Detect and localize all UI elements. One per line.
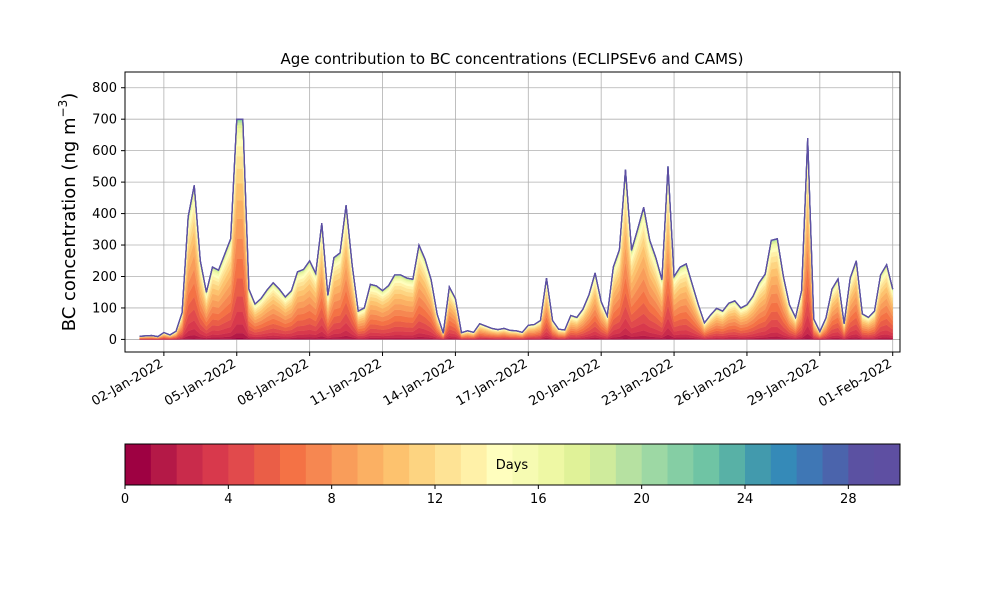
y-tick-label: 200	[92, 270, 117, 285]
y-tick-label: 500	[92, 176, 117, 191]
age-colorbar	[124, 443, 901, 486]
colorbar-swatch-20	[641, 444, 668, 485]
colorbar-swatch-18	[590, 444, 617, 485]
x-tick-label: 01-Feb-2022	[816, 356, 895, 410]
x-tick-label: 05-Jan-2022	[162, 356, 239, 409]
x-tick-label: 23-Jan-2022	[599, 356, 676, 409]
chart-title: Age contribution to BC concentrations (E…	[281, 50, 744, 68]
colorbar-frame	[124, 443, 901, 486]
colorbar-swatch-17	[564, 444, 591, 485]
colorbar-tick-label: 12	[427, 492, 444, 507]
colorbar-swatch-11	[409, 444, 436, 485]
colorbar-tick-label: 4	[224, 492, 232, 507]
colorbar-tick-label: 16	[530, 492, 547, 507]
colorbar-swatch-1	[150, 444, 178, 485]
colorbar-swatch-3	[202, 444, 229, 485]
y-tick-label: 800	[92, 81, 117, 96]
colorbar-tick-label: 20	[633, 492, 650, 507]
colorbar-swatch-24	[745, 444, 772, 485]
x-tick-label: 26-Jan-2022	[672, 356, 749, 409]
colorbar-axis: 0 4 8 12 16 20 24 28	[121, 485, 857, 507]
colorbar-swatch-6	[280, 444, 307, 485]
y-axis-label-close: )	[59, 93, 80, 100]
colorbar-tick-label: 0	[121, 492, 129, 507]
colorbar-swatch-14	[486, 444, 513, 485]
x-tick-label: 20-Jan-2022	[527, 356, 604, 409]
y-axis: 0 100 200 300 400 500 600 700 800	[92, 81, 125, 348]
colorbar-swatch-15	[512, 444, 539, 485]
y-tick-label: 600	[92, 144, 117, 159]
age-stacked-areas	[139, 118, 894, 340]
x-tick-label: 14-Jan-2022	[381, 356, 458, 409]
colorbar-tick-label: 8	[328, 492, 336, 507]
colorbar-swatch-22	[693, 444, 720, 485]
colorbar-swatch-19	[615, 444, 643, 485]
colorbar-swatch-16	[538, 444, 565, 485]
y-tick-label: 100	[92, 301, 117, 316]
colorbar-label: Days	[496, 458, 529, 473]
x-tick-label: 11-Jan-2022	[308, 356, 385, 409]
plot-frame	[124, 71, 901, 353]
colorbar-tick-label: 24	[737, 492, 754, 507]
y-axis-label: BC concentration (ng m−3)	[56, 93, 80, 332]
x-tick-label: 17-Jan-2022	[454, 356, 531, 409]
colorbar-swatch-5	[254, 444, 281, 485]
colorbar-swatch-9	[357, 444, 384, 485]
colorbar-swatch-23	[719, 444, 746, 485]
colorbar-swatch-21	[667, 444, 694, 485]
colorbar-swatch-2	[176, 444, 203, 485]
y-tick-label: 700	[92, 113, 117, 128]
svg-text:BC concentration (ng m−3): BC concentration (ng m−3)	[56, 93, 80, 332]
colorbar-swatch-12	[435, 444, 462, 485]
colorbar-swatch-28	[848, 444, 875, 485]
x-axis: 02-Jan-202205-Jan-202208-Jan-202211-Jan-…	[89, 352, 895, 410]
y-axis-label-exponent: −3	[56, 100, 70, 118]
colorbar-tick-label: 28	[840, 492, 857, 507]
colorbar-swatch-10	[383, 444, 410, 485]
colorbar-swatch-0	[125, 444, 152, 485]
x-tick-label: 29-Jan-2022	[745, 356, 822, 409]
colorbar-swatch-8	[331, 444, 358, 485]
y-tick-label: 400	[92, 207, 117, 222]
colorbar-swatch-25	[770, 444, 798, 485]
y-axis-label-text: BC concentration (ng m	[59, 117, 80, 331]
colorbar-swatch-26	[796, 444, 823, 485]
colorbar-swatch-7	[305, 444, 333, 485]
x-tick-label: 08-Jan-2022	[235, 356, 312, 409]
colorbar-swatch-29	[874, 444, 901, 485]
colorbar-swatch-13	[460, 444, 488, 485]
y-tick-label: 0	[109, 333, 117, 348]
colorbar-swatch-27	[822, 444, 849, 485]
y-tick-label: 300	[92, 239, 117, 254]
colorbar-swatch-4	[228, 444, 255, 485]
x-tick-label: 02-Jan-2022	[89, 356, 166, 409]
